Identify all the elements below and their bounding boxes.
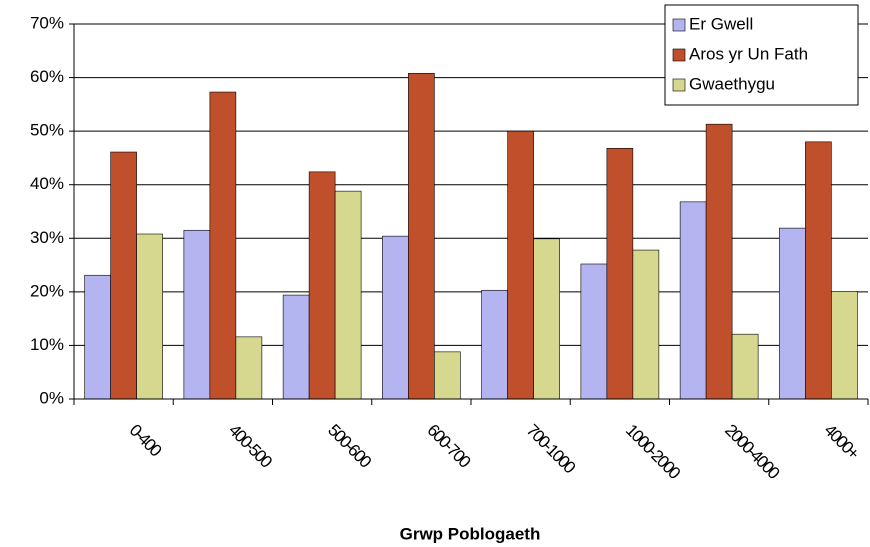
bar xyxy=(507,130,534,400)
bar xyxy=(831,291,858,400)
x-tick-label: 600-700 xyxy=(423,421,474,472)
x-axis-title: Grwp Poblogaeth xyxy=(400,524,541,543)
x-tick-label: 400-500 xyxy=(225,421,276,472)
bar xyxy=(334,190,362,400)
y-tick-label: 10% xyxy=(30,335,64,354)
x-tick-label: 4000+ xyxy=(820,421,863,464)
legend-label: Er Gwell xyxy=(689,14,753,33)
y-tick-label: 30% xyxy=(30,228,64,247)
x-tick-label: 700-1000 xyxy=(523,421,579,477)
bar xyxy=(481,289,508,400)
y-tick-label: 0% xyxy=(39,388,64,407)
bar xyxy=(705,123,733,400)
bar xyxy=(606,147,634,400)
bar xyxy=(779,227,806,400)
x-tick-label: 500-600 xyxy=(324,421,375,472)
legend-label: Aros yr Un Fath xyxy=(689,44,808,63)
bar xyxy=(84,274,111,400)
bar xyxy=(632,249,660,400)
bar xyxy=(136,233,163,400)
bar xyxy=(282,294,310,400)
legend-swatch xyxy=(672,18,686,32)
bar xyxy=(679,201,707,400)
bar xyxy=(110,151,137,400)
bar xyxy=(382,235,409,400)
y-tick-label: 60% xyxy=(30,67,64,86)
bar xyxy=(580,263,608,400)
x-tick-label: 1000-2000 xyxy=(622,421,684,483)
legend-swatch xyxy=(672,78,686,92)
bar xyxy=(805,141,832,400)
bar xyxy=(434,351,461,400)
y-tick-label: 70% xyxy=(30,13,64,32)
x-tick-label: 2000-4000 xyxy=(721,421,783,483)
bar xyxy=(308,171,336,400)
legend-label: Gwaethygu xyxy=(689,74,775,93)
bar xyxy=(209,91,237,400)
y-tick-label: 40% xyxy=(30,174,64,193)
x-tick-label: 0-400 xyxy=(126,421,166,461)
y-tick-label: 20% xyxy=(30,281,64,300)
bar xyxy=(235,336,263,400)
legend-box xyxy=(664,4,859,106)
bar xyxy=(731,333,759,400)
y-tick-label: 50% xyxy=(30,121,64,140)
bar xyxy=(408,72,435,400)
bar xyxy=(533,238,560,400)
bar xyxy=(183,229,211,400)
legend-swatch xyxy=(672,48,686,62)
